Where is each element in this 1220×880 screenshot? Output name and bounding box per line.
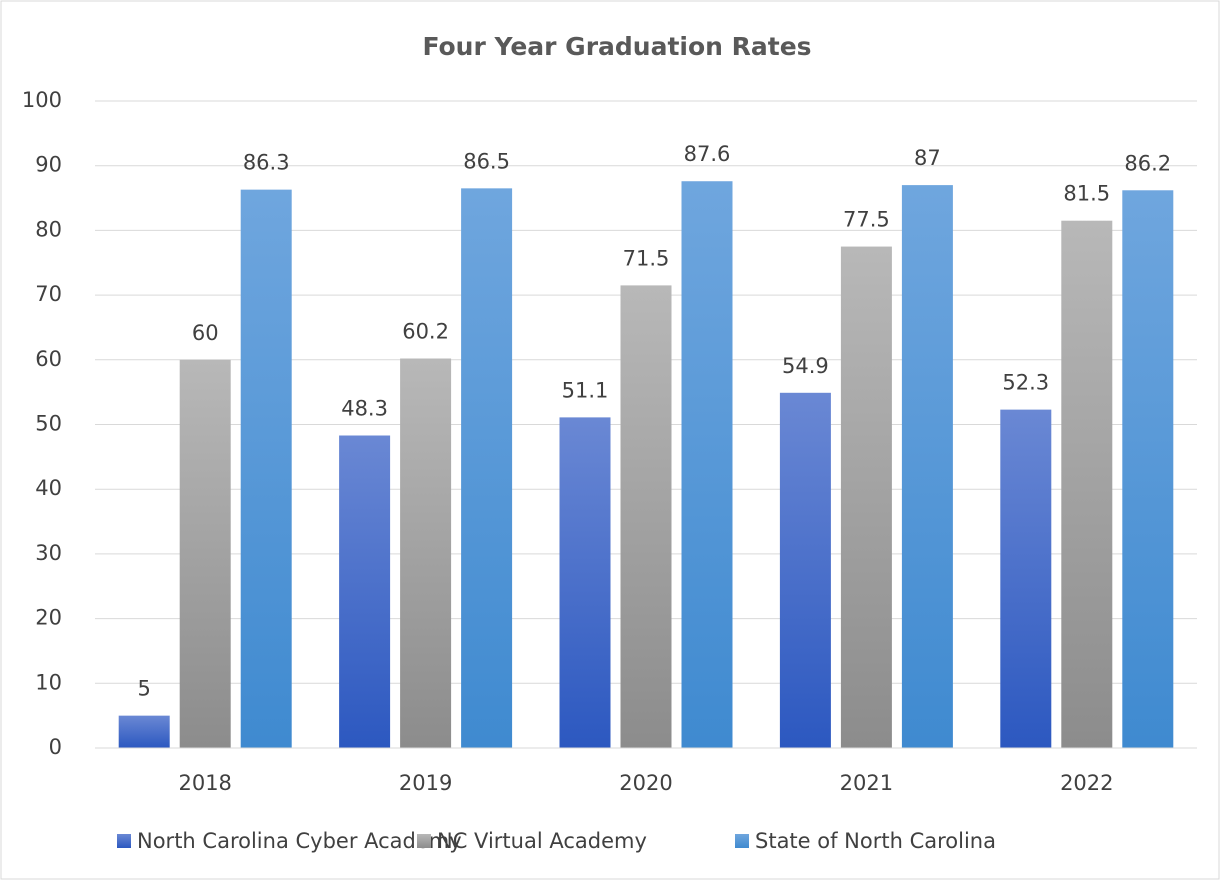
y-tick-label: 60 — [35, 347, 62, 371]
y-tick-label: 50 — [35, 412, 62, 436]
y-tick-label: 0 — [49, 735, 62, 759]
bar — [240, 189, 292, 748]
y-tick-label: 30 — [35, 541, 62, 565]
bar — [620, 285, 672, 748]
x-tick-label: 2020 — [619, 771, 672, 795]
bar — [901, 185, 953, 749]
bar — [1000, 409, 1052, 748]
data-label: 60 — [192, 321, 219, 345]
data-label: 51.1 — [562, 378, 609, 402]
bar — [681, 181, 733, 748]
data-label: 87 — [914, 146, 941, 170]
bar — [400, 358, 452, 748]
x-tick-label: 2018 — [178, 771, 231, 795]
data-label: 54.9 — [782, 354, 829, 378]
bar — [118, 715, 170, 748]
data-label: 5 — [138, 677, 151, 701]
data-label: 60.2 — [402, 320, 449, 344]
bar — [559, 417, 611, 748]
bar — [179, 359, 231, 748]
data-label: 52.3 — [1002, 371, 1049, 395]
y-tick-label: 10 — [35, 670, 62, 694]
y-tick-label: 70 — [35, 282, 62, 306]
legend-label: NC Virtual Academy — [437, 829, 647, 853]
bar — [779, 392, 831, 748]
data-label: 48.3 — [341, 396, 388, 420]
legend-swatch — [117, 834, 131, 848]
bar — [840, 246, 892, 748]
data-label: 87.6 — [684, 142, 731, 166]
x-tick-label: 2022 — [1060, 771, 1113, 795]
legend-label: North Carolina Cyber Academy — [137, 829, 462, 853]
legend-swatch — [417, 834, 431, 848]
data-label: 86.5 — [463, 149, 510, 173]
bar — [1061, 220, 1113, 748]
chart-title: Four Year Graduation Rates — [422, 32, 811, 61]
bar — [1122, 190, 1174, 748]
legend-label: State of North Carolina — [755, 829, 996, 853]
x-tick-label: 2021 — [840, 771, 893, 795]
y-tick-label: 40 — [35, 476, 62, 500]
legend-swatch — [735, 834, 749, 848]
data-label: 86.2 — [1124, 151, 1171, 175]
y-tick-label: 80 — [35, 217, 62, 241]
data-label: 86.3 — [243, 151, 290, 175]
y-tick-label: 100 — [22, 88, 62, 112]
bar — [461, 188, 513, 749]
data-label: 81.5 — [1063, 182, 1110, 206]
data-label: 77.5 — [843, 208, 890, 232]
data-label: 71.5 — [623, 246, 670, 270]
y-tick-label: 20 — [35, 606, 62, 630]
bar — [339, 435, 391, 748]
y-tick-label: 90 — [35, 153, 62, 177]
x-tick-label: 2019 — [399, 771, 452, 795]
